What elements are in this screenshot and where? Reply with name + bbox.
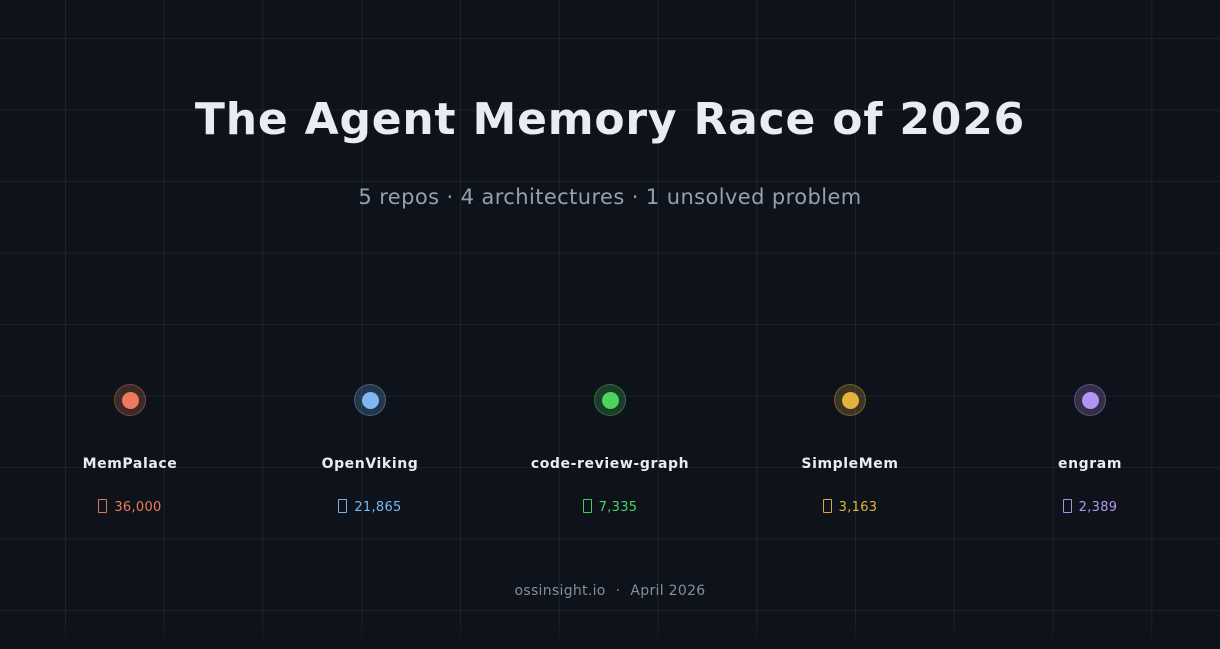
repo-bubble: [1074, 384, 1106, 416]
repo-node: code-review-graph 7,335: [490, 384, 730, 515]
repo-bubble: [834, 384, 866, 416]
repo-name: MemPalace: [82, 456, 178, 472]
page-title: The Agent Memory Race of 2026: [194, 94, 1026, 145]
repo-dot: [361, 391, 379, 409]
repo-nodes-row: MemPalace 36,000 OpenViking 21,865 code-…: [10, 384, 1210, 515]
repo-bubble: [594, 384, 626, 416]
repo-dot: [1081, 391, 1099, 409]
missing-glyph-icon: [338, 499, 348, 513]
repo-node: SimpleMem 3,163: [730, 384, 970, 515]
repo-dot: [601, 391, 619, 409]
star-count: 7,335: [490, 499, 730, 515]
repo-dot: [841, 391, 859, 409]
repo-node: engram 2,389: [970, 384, 1210, 515]
star-count: 21,865: [250, 499, 490, 515]
repo-name: engram: [1057, 456, 1123, 472]
footer-separator: ·: [615, 583, 621, 599]
repo-bubble: [114, 384, 146, 416]
repo-bubble: [354, 384, 386, 416]
missing-glyph-icon: [98, 499, 108, 513]
star-count-value: 7,335: [598, 500, 638, 515]
star-count: 3,163: [730, 499, 970, 515]
source-label: ossinsight.io: [514, 583, 606, 599]
repo-node: OpenViking 21,865: [250, 384, 490, 515]
missing-glyph-icon: [822, 499, 832, 513]
missing-glyph-icon: [1062, 499, 1072, 513]
star-count: 36,000: [10, 499, 250, 515]
star-count-value: 3,163: [838, 500, 878, 515]
star-count-value: 2,389: [1078, 500, 1118, 515]
page-subtitle: 5 repos · 4 architectures · 1 unsolved p…: [358, 185, 862, 209]
repo-dot: [121, 391, 139, 409]
star-count-value: 36,000: [114, 500, 162, 515]
bottom-fade-overlay: [0, 623, 1220, 649]
repo-name: OpenViking: [321, 456, 419, 472]
star-count-value: 21,865: [354, 500, 402, 515]
footer-date: April 2026: [630, 583, 706, 599]
missing-glyph-icon: [582, 499, 592, 513]
star-count: 2,389: [970, 499, 1210, 515]
repo-name: SimpleMem: [801, 456, 899, 472]
repo-node: MemPalace 36,000: [10, 384, 250, 515]
footer: ossinsight.io · April 2026: [0, 583, 1220, 599]
repo-name: code-review-graph: [530, 456, 690, 472]
